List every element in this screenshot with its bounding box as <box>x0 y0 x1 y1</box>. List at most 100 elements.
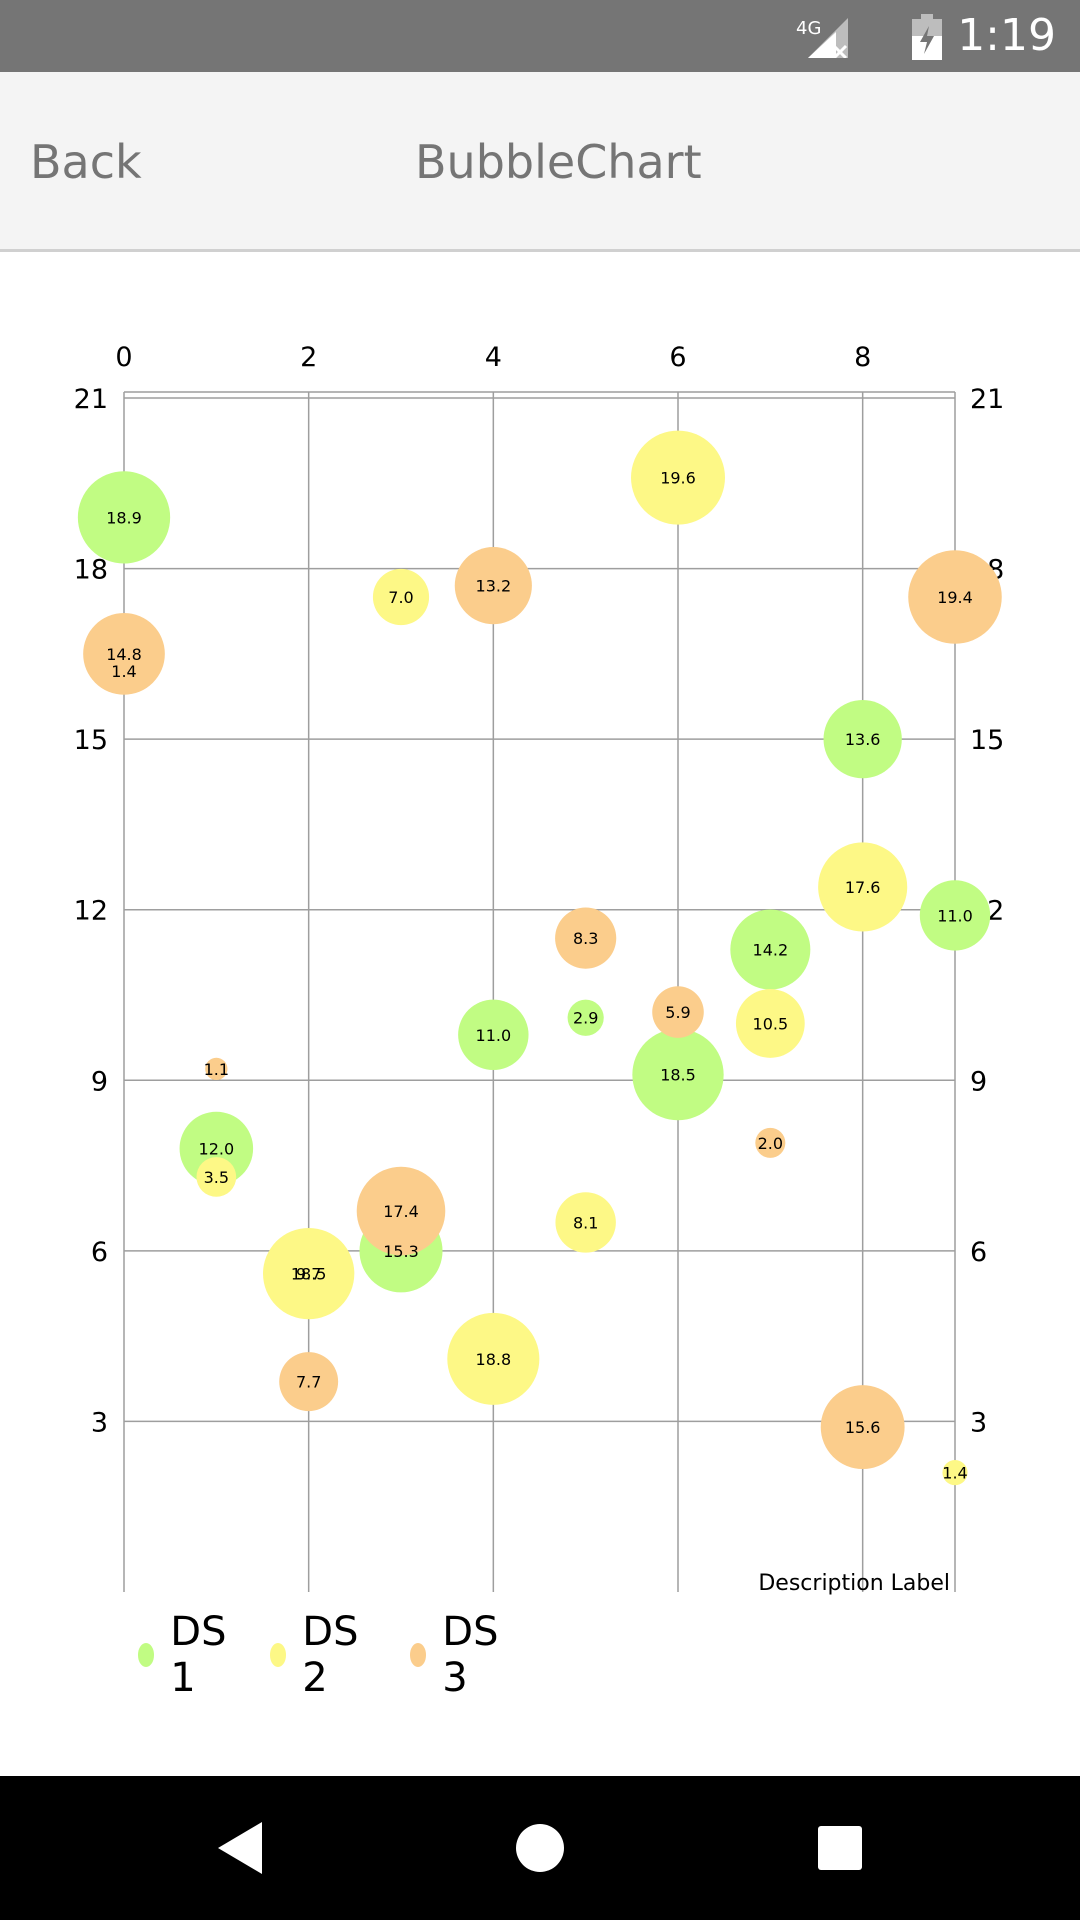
x-tick-label: 6 <box>669 342 686 373</box>
bubble-ds1[interactable] <box>730 909 811 990</box>
y-tick-label-right: 15 <box>970 725 1004 756</box>
chart-value-labels: 18.9 12.0 9.7 15.3 11.0 2.9 18.5 14.2 13.6 11.0 1.… <box>106 469 973 1483</box>
bubble-value-label: 18.5 <box>291 1265 327 1284</box>
legend-swatch <box>410 1643 427 1667</box>
bubble-value-label: 8.1 <box>573 1213 598 1232</box>
bubble-ds3[interactable] <box>755 1127 786 1158</box>
bubble-value-label: 7.7 <box>296 1373 321 1392</box>
bubble-ds3[interactable] <box>908 550 1002 644</box>
bubble-ds3[interactable] <box>83 613 165 695</box>
bubble-value-label: 14.8 <box>106 645 142 664</box>
bubble-ds1[interactable] <box>458 999 529 1071</box>
legend-label: DS 2 <box>302 1609 359 1701</box>
page-title: BubbleChart <box>415 135 702 189</box>
bubble-ds3[interactable] <box>555 907 617 969</box>
home-nav-icon <box>516 1824 564 1872</box>
legend-label: DS 1 <box>170 1609 227 1701</box>
status-time: 1:19 <box>957 10 1056 61</box>
legend-swatch <box>138 1643 155 1667</box>
system-navigation-bar <box>0 1776 1080 1920</box>
bubble-ds2[interactable] <box>263 1227 355 1320</box>
y-tick-label-right: 21 <box>970 384 1004 415</box>
bubble-value-label: 8.3 <box>573 929 598 948</box>
bubble-value-label: 17.4 <box>383 1202 419 1221</box>
bubble-ds3[interactable] <box>652 986 704 1038</box>
y-tick-label-right: 9 <box>970 1066 987 1097</box>
bubble-value-label: 2.0 <box>758 1134 783 1153</box>
bubble-ds1[interactable] <box>632 1028 724 1121</box>
bubble-ds1[interactable] <box>179 1111 254 1186</box>
chart-description: Description Label <box>758 1571 950 1596</box>
bubble-value-label: 18.5 <box>660 1066 696 1085</box>
y-tick-label-left: 18 <box>74 555 108 586</box>
bubble-value-label: 13.2 <box>476 577 512 596</box>
bubble-value-label: 3.5 <box>204 1168 229 1187</box>
network-type-label: 4G <box>796 18 821 39</box>
bubble-value-label: 1.4 <box>942 1464 967 1483</box>
bubble-ds2[interactable] <box>818 842 908 932</box>
y-tick-label-left: 12 <box>74 896 108 927</box>
bubble-value-label: 15.3 <box>383 1242 419 1261</box>
legend-item-ds2: DS 2 <box>270 1609 366 1701</box>
bubble-value-label: 7.0 <box>388 588 413 607</box>
x-tick-label: 8 <box>854 342 871 373</box>
bubble-ds2[interactable] <box>196 1157 237 1197</box>
bubble-value-label: 18.8 <box>476 1350 512 1369</box>
bubble-ds2[interactable] <box>555 1192 616 1253</box>
bubble-value-label: 19.6 <box>660 469 696 488</box>
bubble-value-label: 17.6 <box>845 878 881 897</box>
y-tick-label-right: 6 <box>970 1237 987 1268</box>
bubble-value-label: 9.7 <box>296 1265 321 1284</box>
bubble-ds3[interactable] <box>820 1385 905 1470</box>
bubble-value-label: 1.1 <box>204 1060 229 1079</box>
bubble-ds3[interactable] <box>205 1057 228 1081</box>
x-tick-label: 0 <box>115 342 132 373</box>
chart-grid <box>123 391 956 1592</box>
back-nav-button[interactable] <box>180 1776 300 1920</box>
recents-nav-button[interactable] <box>780 1776 900 1920</box>
bubble-value-label: 5.9 <box>665 1003 690 1022</box>
bubble-ds2[interactable] <box>735 989 805 1058</box>
recents-nav-icon <box>818 1826 862 1870</box>
bubble-value-label: 1.4 <box>111 662 136 681</box>
bubble-value-label: 13.6 <box>845 730 881 749</box>
bubble-ds2[interactable] <box>447 1312 540 1405</box>
bubble-ds2[interactable] <box>942 1460 968 1486</box>
y-tick-label-left: 9 <box>91 1066 108 1097</box>
legend-item-ds3: DS 3 <box>410 1609 506 1701</box>
bubble-ds1[interactable] <box>823 699 902 779</box>
battery-icon <box>912 14 942 60</box>
app-header: Back BubbleChart <box>0 72 1080 252</box>
bubble-value-label: 11.0 <box>476 1026 512 1045</box>
bubble-value-label: 15.6 <box>845 1418 881 1437</box>
y-tick-label-left: 3 <box>91 1407 108 1438</box>
bubble-ds3[interactable] <box>279 1352 339 1412</box>
bubble-value-label: 10.5 <box>753 1014 789 1033</box>
home-nav-button[interactable] <box>480 1776 600 1920</box>
chart-bubbles <box>77 430 1002 1486</box>
bubble-chart[interactable]: 024683366991212151518182121 18.912.09.71… <box>0 330 1080 1610</box>
bubble-ds1[interactable] <box>567 999 604 1036</box>
bubble-ds1[interactable] <box>919 880 991 951</box>
back-nav-icon <box>218 1822 262 1874</box>
status-bar: 4G 1:19 <box>0 0 1080 72</box>
bubble-ds3[interactable] <box>356 1166 446 1256</box>
bubble-ds2[interactable] <box>372 568 430 626</box>
bubble-value-label: 12.0 <box>199 1140 235 1159</box>
bubble-ds3[interactable] <box>454 547 532 625</box>
legend-item-ds1: DS 1 <box>138 1609 234 1701</box>
bubble-ds2[interactable] <box>631 430 725 525</box>
y-tick-label-left: 21 <box>74 384 108 415</box>
bubble-value-label: 18.9 <box>106 508 142 527</box>
y-tick-label-right: 3 <box>970 1407 987 1438</box>
signal-4g-icon: 4G <box>796 18 848 58</box>
x-tick-label: 4 <box>485 342 502 373</box>
bubble-value-label: 2.9 <box>573 1009 598 1028</box>
back-button[interactable]: Back <box>30 135 142 189</box>
y-tick-label-left: 6 <box>91 1237 108 1268</box>
bubble-ds1[interactable] <box>77 471 171 564</box>
legend-swatch <box>270 1643 287 1667</box>
legend-label: DS 3 <box>442 1609 499 1701</box>
x-tick-label: 2 <box>300 342 317 373</box>
bubble-value-label: 14.2 <box>753 941 789 960</box>
